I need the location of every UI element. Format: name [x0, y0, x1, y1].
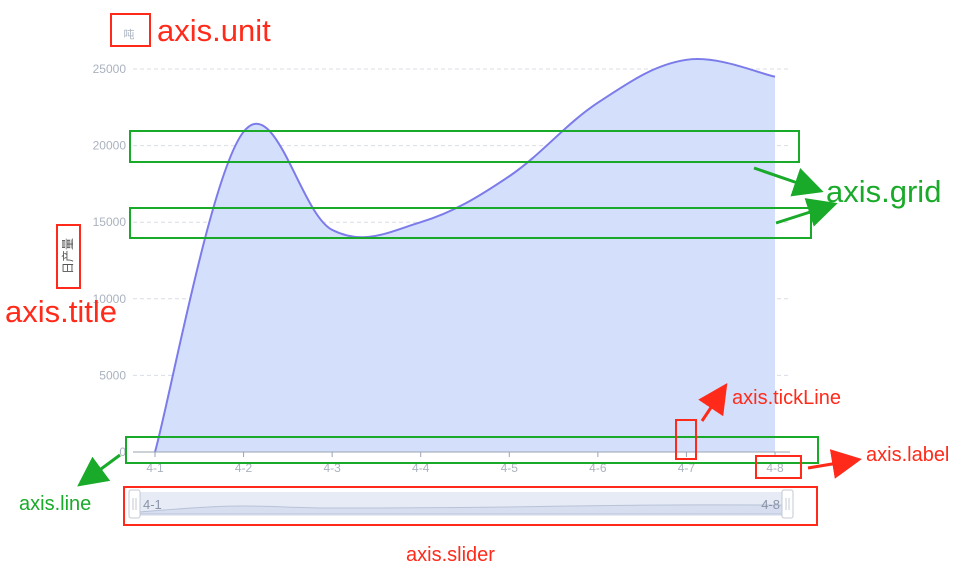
y-tick-label: 10000 [93, 292, 127, 306]
y-tick-labels: 0 5000 10000 15000 20000 25000 [93, 62, 127, 459]
tickline-annotation-box [675, 419, 697, 460]
grid-arrow-lower [775, 198, 838, 227]
y-tick-label: 5000 [99, 368, 126, 382]
unit-annotation-label: axis.unit [157, 13, 271, 48]
grid-annotation-label: axis.grid [826, 174, 941, 209]
slider-minimap [137, 504, 787, 515]
x-tick-label: 4-2 [235, 461, 253, 475]
x-tick-label: 4-8 [766, 461, 784, 475]
tickline-annotation-label: axis.tickLine [732, 387, 841, 409]
label-annotation-box [755, 455, 802, 479]
grid-annotation-box-upper [129, 130, 800, 163]
x-tick-label: 4-3 [323, 461, 341, 475]
line-annotation-box [125, 436, 819, 464]
y-tick-label: 0 [119, 445, 126, 459]
x-tick-label: 4-7 [678, 461, 696, 475]
y-tick-label: 20000 [93, 139, 127, 153]
x-tick-label: 4-6 [589, 461, 607, 475]
grid-arrow-upper [753, 166, 824, 197]
title-annotation-label: axis.title [5, 294, 117, 329]
label-arrow [807, 449, 862, 479]
label-annotation-label: axis.label [866, 444, 949, 466]
unit-annotation-box [110, 13, 151, 47]
slider-start-label: 4-1 [143, 497, 162, 512]
axis-slider[interactable]: 4-1 4-8 [128, 489, 794, 519]
x-tick-label: 4-1 [146, 461, 164, 475]
title-annotation-box [56, 224, 81, 289]
axis-title: 日产量 [61, 238, 75, 274]
slider-annotation-box [123, 486, 818, 526]
tickline-arrow [698, 383, 728, 422]
y-tick-label: 15000 [93, 215, 127, 229]
line-annotation-label: axis.line [19, 493, 91, 515]
axis-unit-label: 吨 [124, 28, 135, 41]
series-line [154, 58, 776, 453]
slider-annotation-label: axis.slider [406, 544, 495, 566]
slider-handle-right[interactable] [781, 489, 794, 519]
area-fill [155, 59, 775, 453]
slider-handle-left[interactable] [128, 489, 141, 519]
x-tick-label: 4-4 [412, 461, 430, 475]
y-tick-label: 25000 [93, 62, 127, 76]
x-tick-label: 4-5 [501, 461, 519, 475]
slider-end-label: 4-8 [761, 497, 780, 512]
line-arrow [77, 453, 121, 487]
x-ticks: 4-1 4-2 4-3 4-4 4-5 4-6 4-7 4-8 [146, 452, 784, 475]
